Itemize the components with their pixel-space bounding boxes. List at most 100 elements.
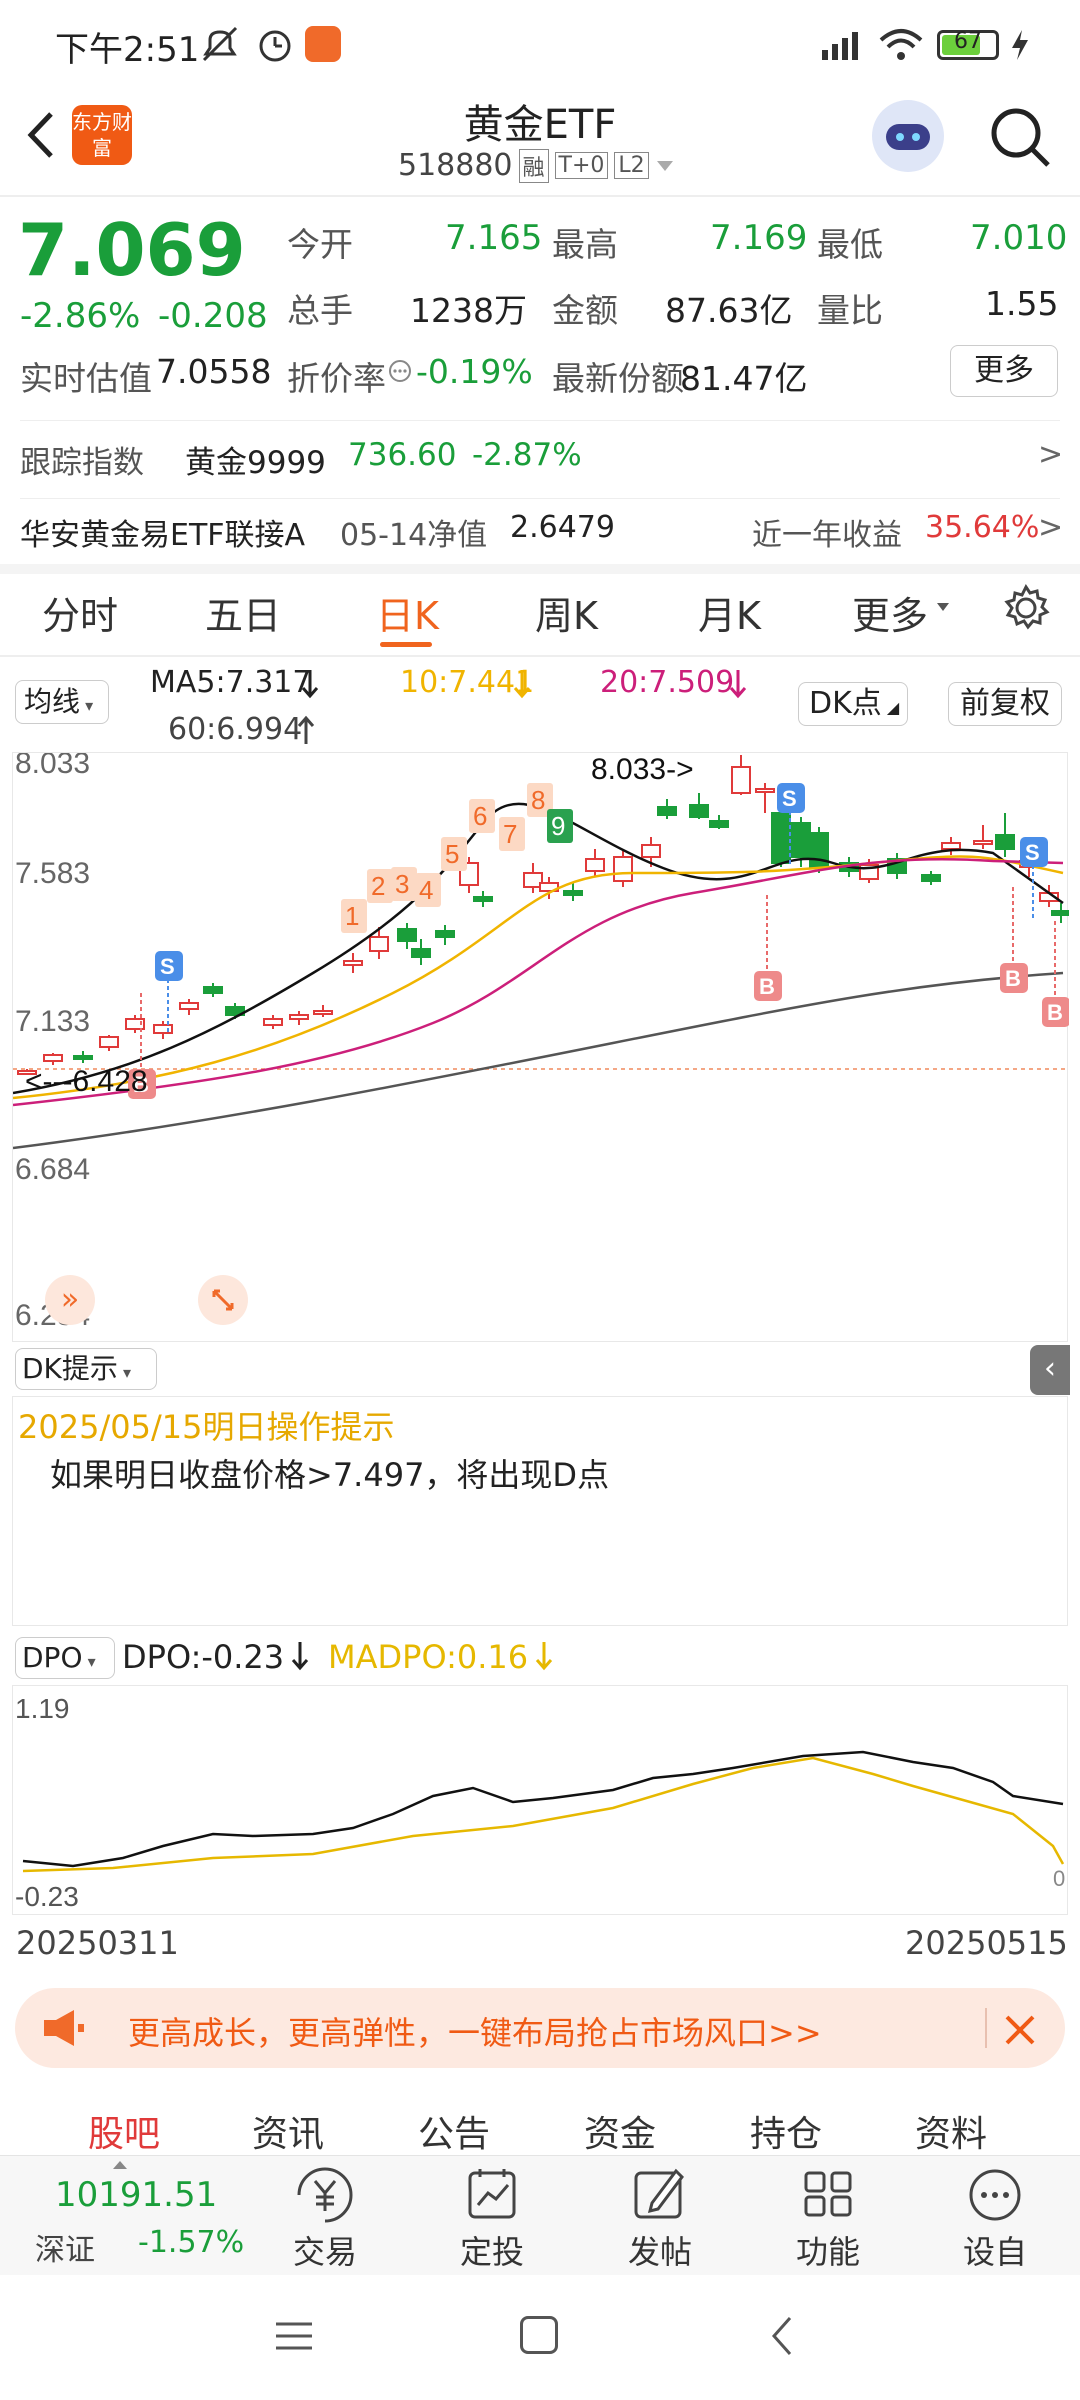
tab-forum[interactable]: 股吧 [88,2114,161,2155]
logo-text: 东方财富 [72,110,132,160]
back-button[interactable] [15,105,65,165]
tab-more[interactable]: 更多 [852,594,929,638]
tab-profile[interactable]: 资料 [915,2114,988,2155]
candle-body [17,1070,37,1075]
ma5-down-arrow-icon [301,670,319,699]
ma20-line [12,857,1064,1107]
nav-fixed-invest[interactable]: 定投 [452,2165,532,2271]
ma60-up-arrow-icon [297,715,315,744]
dpo-selector[interactable]: DPO ▾ [15,1637,115,1679]
seq-marker-bg [547,809,573,843]
signal-badge-bg [754,971,782,1001]
nav-functions[interactable]: 功能 [788,2165,868,2271]
tab-news[interactable]: 资讯 [252,2114,325,2155]
nav-add-watchlist[interactable]: 设自选 [950,2165,1040,2317]
signal-badge-label: B [1047,1000,1063,1025]
app-logo: 东方财富 [72,105,132,165]
charging-icon [1010,28,1030,62]
tracking-index-price: 736.60 [348,437,457,473]
menu-icon[interactable] [272,2318,316,2354]
ma60-value: 60:6.994 [168,712,303,747]
alarm-icon [255,24,295,64]
section-gap [0,564,1080,574]
candle-body [411,948,431,958]
megaphone-icon [40,2006,86,2050]
search-icon[interactable] [985,102,1055,172]
expand-left-icon[interactable]: » [45,1275,95,1325]
seq-marker-label: 2 [371,871,385,901]
linked-fund-name: 华安黄金易ETF联接A [20,518,306,553]
candle-body [791,822,811,858]
more-dots-icon [969,2169,1021,2221]
bottom-index-value[interactable]: 10191.51 [55,2175,218,2215]
nav-post[interactable]: 发帖 [620,2165,700,2271]
linked-fund-return: 35.64% [925,510,1040,545]
candle-body [771,812,791,864]
system-back-icon[interactable] [768,2314,798,2358]
dpo-chart-area[interactable]: 1.19 -0.23 0 [12,1685,1068,1915]
ma5-line [12,802,1064,1095]
quote-divider [20,420,1060,421]
signal-badge-label: B [133,1072,149,1097]
volume-label: 总手 [287,291,353,330]
candle-body [941,842,961,850]
more-button[interactable]: 更多 [950,345,1058,397]
wifi-icon [878,28,924,62]
madpo-line [22,1756,1065,1873]
seq-marker-bg [469,799,495,833]
candle-body [179,1002,199,1010]
amount-value: 87.63亿 [665,291,793,330]
low-value: 7.010 [970,218,1068,258]
tab-holdings[interactable]: 持仓 [750,2114,823,2155]
ma20-down-arrow-icon [729,670,747,699]
seq-marker-label: 3 [395,869,409,899]
ad-close-icon[interactable] [995,2005,1045,2055]
info-icon[interactable] [388,359,412,383]
dk-tip-date: 2025/05/15明日操作提示 [18,1408,395,1446]
candle-body [755,788,775,793]
seq-marker-label: 9 [551,811,565,841]
assistant-avatar[interactable] [872,100,944,172]
tab-weekly-k[interactable]: 周K [535,594,598,638]
dk-point-toggle[interactable]: DK点 ◢ [798,682,908,726]
tab-announcements[interactable]: 公告 [418,2114,491,2155]
tab-daily-k[interactable]: 日K [376,594,439,638]
stock-code-row[interactable]: 518880 融 T+0 L2 [398,148,675,183]
y-tick-label: 6.684 [15,1153,90,1186]
settings-gear-icon[interactable] [998,580,1054,636]
nav-functions-label: 功能 [795,2233,860,2271]
y-tick-label: 7.583 [15,857,90,890]
candle-body [397,928,417,942]
discount-value: -0.19% [416,352,533,391]
ma-selector[interactable]: 均线 ▾ [15,680,109,724]
candle-body [995,834,1015,850]
tab-five-day[interactable]: 五日 [205,594,282,638]
home-icon[interactable] [520,2316,558,2354]
seq-marker-label: 8 [531,785,545,815]
tabs-divider [0,655,1080,657]
tab-intraday[interactable]: 分时 [42,594,119,638]
candle-body [369,936,389,952]
adjust-fq-button[interactable]: 前复权 [948,682,1062,726]
dk-tip-selector-label: DK提示 [22,1352,118,1385]
fullscreen-icon[interactable] [198,1275,248,1325]
candle-body [585,858,605,872]
tab-capital[interactable]: 资金 [584,2114,657,2155]
candle-body [973,840,993,845]
nav-trade[interactable]: 交易 [285,2165,365,2271]
ma20-value: 20:7.509 [600,665,735,700]
collapse-panel-icon[interactable]: ‹ [1030,1345,1070,1395]
bottom-index-change: -1.57% [138,2225,245,2260]
dk-tip-panel [12,1396,1068,1626]
ma10-value: 10:7.441 [400,665,535,700]
kline-chart-svg: 8.0337.5837.1336.6846.234123456789BBBBSS… [12,747,1071,1332]
tracking-index-name: 黄金9999 [185,445,326,481]
dk-tip-selector[interactable]: DK提示 ▾ [15,1348,157,1390]
fixed-invest-icon [468,2169,516,2219]
ratio-value: 1.55 [985,284,1059,323]
tab-monthly-k[interactable]: 月K [698,594,761,638]
candle-body [1051,910,1071,916]
kline-chart-area[interactable]: 8.0337.5837.1336.6846.234123456789BBBBSS… [12,747,1071,1342]
candle-body [73,1055,93,1060]
ad-banner[interactable] [15,1988,1065,2068]
